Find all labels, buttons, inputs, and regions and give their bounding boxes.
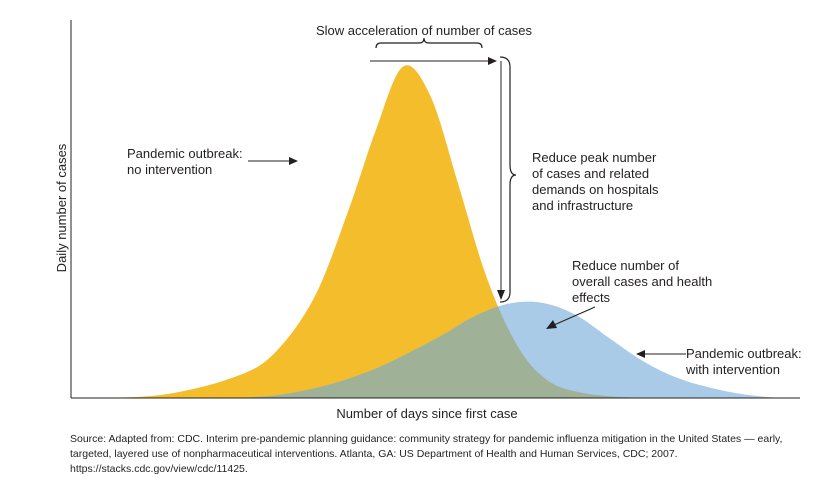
svg-text:effects: effects: [572, 290, 611, 305]
svg-text:Reduce peak number: Reduce peak number: [532, 150, 657, 165]
svg-text:overall cases and health: overall cases and health: [572, 274, 712, 289]
with-intervention-arrowhead: [636, 350, 645, 358]
svg-text:Reduce number of: Reduce number of: [572, 258, 679, 273]
svg-text:no intervention: no intervention: [127, 162, 212, 177]
svg-text:of cases and related: of cases and related: [532, 166, 649, 181]
with-intervention-label: Pandemic outbreak: with intervention: [685, 346, 802, 377]
source-note: Source: Adapted from: CDC. Interim pre-p…: [70, 433, 783, 475]
no-intervention-label: Pandemic outbreak: no intervention: [127, 146, 243, 177]
svg-text:Pandemic outbreak:: Pandemic outbreak:: [127, 146, 243, 161]
peak-reduction-label: Reduce peak number of cases and related …: [532, 150, 659, 213]
peak-arrowhead: [497, 290, 505, 300]
top-brace: [375, 37, 483, 49]
overall-reduction-label: Reduce number of overall cases and healt…: [572, 258, 712, 305]
svg-text:Pandemic outbreak:: Pandemic outbreak:: [686, 346, 802, 361]
y-axis-label: Daily number of cases: [54, 143, 69, 272]
top-brace-arrowhead: [488, 57, 497, 65]
no-intervention-curve: [95, 65, 780, 399]
svg-text:and infrastructure: and infrastructure: [532, 198, 633, 213]
overall-reduction-pointer: [553, 306, 596, 326]
svg-text:with intervention: with intervention: [685, 362, 780, 377]
x-axis-label: Number of days since first case: [336, 406, 517, 421]
no-intervention-arrowhead: [289, 157, 298, 165]
right-brace: [499, 56, 517, 303]
svg-text:demands on hospitals: demands on hospitals: [532, 182, 659, 197]
overall-reduction-arrowhead: [546, 320, 557, 329]
slow-acceleration-label: Slow acceleration of number of cases: [316, 23, 533, 38]
